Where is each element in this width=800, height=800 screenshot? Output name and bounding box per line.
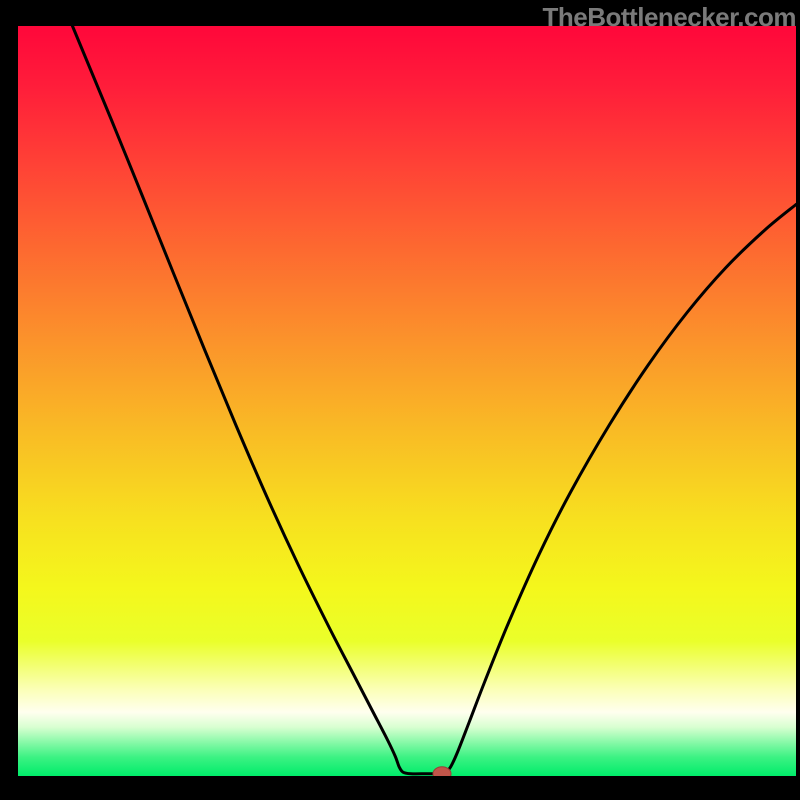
plot-area [18,26,796,776]
frame-right [796,0,800,800]
frame-bottom [0,776,800,800]
frame-left [0,0,18,800]
bottleneck-chart [0,0,800,800]
watermark-text: TheBottlenecker.com [543,2,796,33]
